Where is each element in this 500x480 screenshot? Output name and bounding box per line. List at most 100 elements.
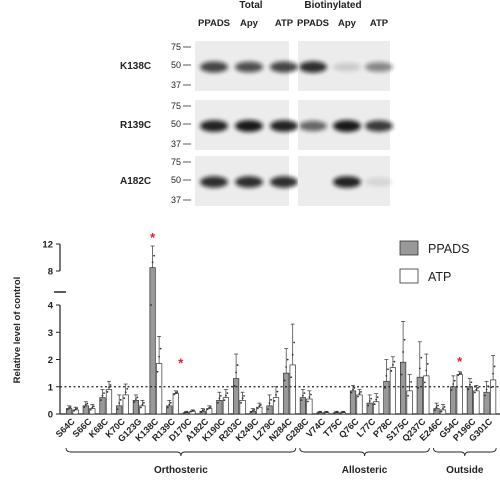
data-point <box>193 409 195 412</box>
data-point <box>191 410 194 412</box>
data-point <box>174 391 177 394</box>
bar-ppads-n284c <box>283 372 290 415</box>
data-point <box>66 408 69 411</box>
blot-group-total: Total <box>239 0 262 11</box>
data-point <box>218 397 221 400</box>
data-point <box>126 388 129 390</box>
group-bracket-outside <box>432 447 497 457</box>
lane-label-ppads-biotinylated: PPADS <box>297 18 329 29</box>
bar-ppads-k70c <box>116 405 123 415</box>
group-label-orthosteric: Orthosteric <box>154 465 208 476</box>
data-point <box>435 406 438 409</box>
y-tick-label-2: 2 <box>48 355 53 366</box>
band-a182c-apy-biotinylated <box>333 176 361 188</box>
band-r139c-atp-total <box>270 120 298 132</box>
data-point <box>235 371 238 374</box>
data-point <box>343 410 346 413</box>
significance-star-g54c: * <box>457 354 463 369</box>
data-point <box>267 408 269 410</box>
data-point <box>91 406 94 409</box>
data-point <box>241 397 244 400</box>
band-r139c-apy-biotinylated <box>333 120 361 132</box>
data-point <box>69 406 72 408</box>
data-point <box>183 412 186 414</box>
marker-37-k138c: 37 <box>171 80 181 90</box>
data-point <box>469 383 471 386</box>
data-point <box>303 392 306 395</box>
data-point <box>367 404 370 407</box>
data-point <box>217 401 219 404</box>
y-tick-label-0: 0 <box>48 410 53 421</box>
data-point <box>86 402 89 405</box>
data-point <box>452 383 455 385</box>
band-a182c-ppads-total <box>200 176 228 188</box>
data-point <box>290 376 293 379</box>
significance-star-r139c: * <box>178 356 184 371</box>
data-point <box>166 406 169 409</box>
y-axis-label: Relative level of control <box>12 277 23 384</box>
data-point <box>310 393 312 396</box>
data-point <box>240 401 243 404</box>
band-r139c-apy-total <box>235 120 263 132</box>
band-r139c-atp-biotinylated <box>365 120 393 132</box>
bar-ppads-l77c <box>366 402 373 415</box>
data-point <box>220 394 222 397</box>
data-point <box>285 366 288 368</box>
data-point <box>123 397 126 400</box>
data-point <box>375 398 378 401</box>
bar-atp-k68c <box>105 389 113 415</box>
data-point <box>153 254 156 257</box>
data-point <box>124 391 127 394</box>
marker-75-a182c: 75 <box>171 157 181 167</box>
data-point <box>201 409 204 412</box>
band-r139c-ppads-total <box>200 120 228 132</box>
data-point <box>223 399 226 402</box>
data-point <box>418 367 421 370</box>
data-point <box>370 397 373 400</box>
data-point <box>393 360 396 363</box>
data-point <box>106 391 109 393</box>
blot-label-k138c: K138C <box>120 61 151 72</box>
bar-atp-p196c <box>473 390 480 415</box>
data-point <box>493 365 496 368</box>
band-a182c-atp-total <box>270 176 298 188</box>
y-tick-label-8: 8 <box>48 267 53 278</box>
bar-atp-q76c <box>356 394 363 415</box>
data-point <box>206 408 209 411</box>
data-point <box>333 412 336 414</box>
bar-ppads-s175c <box>400 361 407 415</box>
data-point <box>250 411 253 413</box>
data-point <box>225 394 227 397</box>
data-point <box>76 407 78 410</box>
group-bracket-allosteric <box>299 447 430 457</box>
data-point <box>484 394 486 397</box>
band-a182c-atp-biotinylated <box>365 177 393 187</box>
lane-label-apy-total: Apy <box>240 18 259 29</box>
data-point <box>390 370 393 372</box>
data-point <box>410 380 412 383</box>
lane-label-ppads-total: PPADS <box>198 18 230 29</box>
marker-50-r139c: 50 <box>171 119 181 129</box>
data-point <box>475 388 478 391</box>
bar-atp-s175c <box>406 390 413 415</box>
data-point <box>103 392 105 395</box>
data-point <box>270 398 272 401</box>
data-point <box>268 402 271 404</box>
blot-group-biotinylated: Biotinylated <box>304 0 361 11</box>
bar-ppads-l279c <box>266 405 273 415</box>
bar-ppads-p196c <box>466 386 473 415</box>
data-point <box>185 411 187 414</box>
data-point <box>151 261 154 264</box>
data-point <box>423 381 426 384</box>
lane-label-atp-total: ATP <box>275 18 294 29</box>
data-point <box>352 388 354 391</box>
data-point <box>176 391 179 393</box>
bar-atp-q237c <box>423 375 430 415</box>
bar-ppads-e246c <box>433 408 440 415</box>
data-point <box>118 402 121 404</box>
data-point <box>251 409 254 412</box>
bar-atp-g54c <box>456 374 463 415</box>
data-point <box>407 394 409 397</box>
data-point <box>360 391 362 393</box>
data-point <box>291 353 294 356</box>
